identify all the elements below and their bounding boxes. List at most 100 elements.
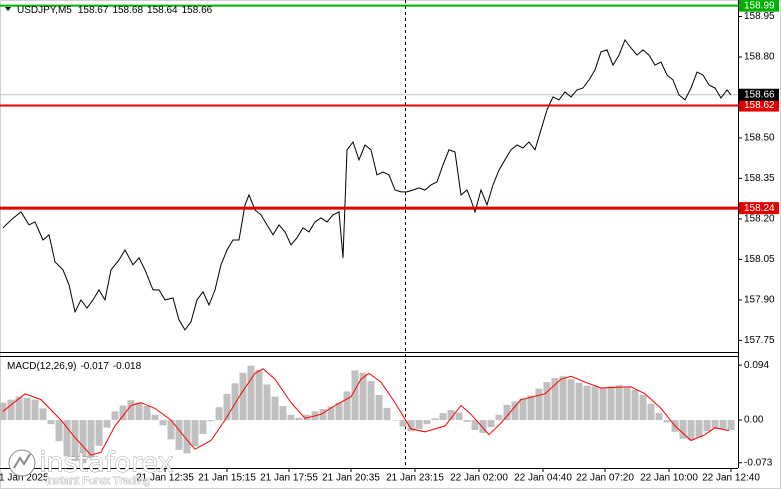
histogram-bar — [359, 372, 367, 421]
histogram-bar — [407, 420, 415, 432]
price-line — [2, 38, 732, 331]
histogram-bar — [495, 414, 503, 421]
histogram-bar — [479, 420, 487, 433]
histogram-bar — [127, 400, 135, 421]
histogram-bar — [199, 420, 207, 435]
y-tick-label: 158.95 — [744, 11, 775, 22]
logo-text: instaforex — [39, 448, 173, 479]
indicator-name: MACD(12,26,9) — [7, 361, 76, 372]
x-tick-label: 21 Jan 20:35 — [322, 473, 380, 484]
histogram-bar — [39, 408, 47, 421]
histogram-bar — [175, 420, 183, 450]
histogram-bar — [607, 386, 615, 421]
x-tick-label: 21 Jan 17:55 — [260, 473, 318, 484]
histogram-bar — [103, 420, 111, 428]
histogram-bar — [335, 402, 343, 421]
histogram-bar — [351, 370, 359, 421]
y-tick-label: 158.50 — [744, 133, 775, 144]
histogram-bar — [375, 394, 383, 421]
histogram-bar — [503, 404, 511, 421]
histogram-bar — [615, 385, 623, 421]
histogram-bar — [95, 420, 103, 446]
logo-icon — [13, 453, 31, 469]
histogram-bar — [439, 413, 447, 421]
histogram-bar — [679, 420, 687, 439]
histogram-bar — [423, 420, 431, 425]
histogram-bar — [559, 376, 567, 421]
ohlc: 158.66 — [182, 5, 213, 16]
histogram-bar — [487, 420, 495, 428]
level-label: 158.62 — [744, 100, 775, 111]
histogram-bar — [695, 420, 703, 438]
histogram-bar — [47, 420, 55, 425]
histogram-bar — [719, 420, 727, 430]
histogram-bar — [535, 388, 543, 421]
histogram-bar — [63, 420, 71, 457]
histogram-bar — [255, 369, 263, 421]
histogram-bar — [143, 406, 151, 421]
histogram-bar — [463, 420, 471, 422]
header: USDJPY,M5 158.67 158.68 158.64 158.66 — [17, 5, 213, 16]
histogram-bar — [279, 406, 287, 421]
histogram-bar — [79, 420, 87, 464]
histogram-bar — [623, 387, 631, 421]
level-label: 158.99 — [744, 0, 775, 11]
y-tick-label: 0.00 — [744, 415, 764, 426]
histogram-bar — [383, 407, 391, 421]
histogram-bar — [663, 420, 671, 423]
histogram-bar — [111, 411, 119, 421]
bid-label: 158.66 — [744, 89, 775, 100]
histogram-bar — [687, 420, 695, 440]
level-label: 158.24 — [744, 203, 775, 214]
ohlc: 158.68 — [112, 5, 143, 16]
histogram-bar — [655, 413, 663, 421]
histogram-bar — [591, 386, 599, 421]
x-tick-label: 22 Jan 10:00 — [640, 473, 698, 484]
histogram-bar — [399, 420, 407, 427]
histogram-bar — [87, 420, 95, 459]
y-tick-label: -0.073 — [744, 457, 773, 468]
histogram-bar — [455, 412, 463, 421]
readout: -0.018 — [113, 361, 142, 372]
x-tick-label: 21 Jan 23:15 — [386, 473, 444, 484]
histogram-bar — [223, 393, 231, 421]
histogram-bar — [287, 414, 295, 421]
x-tick-label: 22 Jan 04:40 — [514, 473, 572, 484]
histogram-bar — [447, 410, 455, 421]
histogram-bar — [343, 391, 351, 421]
y-tick-label: 158.35 — [744, 173, 775, 184]
histogram-bar — [119, 405, 127, 421]
histogram-bar — [239, 372, 247, 421]
x-tick-label: 22 Jan 07:20 — [576, 473, 634, 484]
ohlc: 158.64 — [147, 5, 178, 16]
histogram-bar — [327, 406, 335, 421]
histogram-bar — [183, 420, 191, 454]
x-tick-label: 22 Jan 02:00 — [450, 473, 508, 484]
macd-header: MACD(12,26,9) -0.017 -0.018 — [7, 361, 142, 372]
histogram-bar — [631, 389, 639, 421]
level-label-box — [739, 202, 779, 215]
x-tick-label: 22 Jan 12:40 — [702, 473, 760, 484]
histogram-bar — [727, 420, 735, 431]
histogram-bar — [599, 387, 607, 421]
histogram-bar — [191, 420, 199, 447]
histogram-bar — [415, 420, 423, 429]
x-tick-label: 21 Jan 15:15 — [198, 473, 256, 484]
histogram-bar — [639, 394, 647, 421]
histogram-bar — [551, 378, 559, 421]
histogram-bar — [295, 417, 303, 421]
histogram-bar — [567, 379, 575, 421]
histogram-bar — [583, 385, 591, 421]
histogram-bar — [319, 408, 327, 421]
level-label-box — [739, 99, 779, 112]
logo-tagline: Instant Forex Trading — [46, 475, 150, 487]
histogram-bar — [215, 407, 223, 421]
histogram-bar — [271, 396, 279, 421]
y-tick-label: 157.90 — [744, 295, 775, 306]
histogram-bar — [135, 402, 143, 421]
signal-line — [2, 368, 730, 456]
menu-triangle — [5, 7, 11, 11]
ohlc: 158.67 — [78, 5, 109, 16]
plots — [0, 4, 738, 464]
